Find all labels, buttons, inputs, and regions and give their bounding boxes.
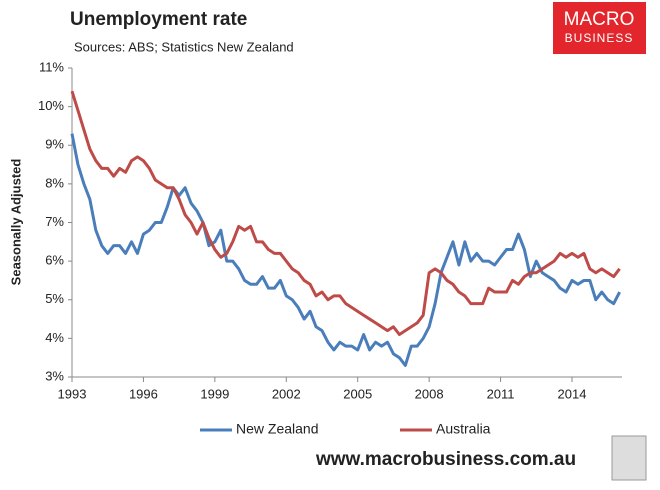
- y-tick-label: 10%: [38, 98, 64, 113]
- series-line: [70, 90, 621, 337]
- y-tick-label: 11%: [39, 59, 64, 74]
- legend-label: Australia: [436, 421, 491, 437]
- y-tick-label: 4%: [45, 330, 64, 345]
- x-tick-label: 1999: [200, 386, 229, 401]
- y-tick-label: 3%: [45, 368, 64, 383]
- y-tick-label: 7%: [45, 214, 64, 229]
- wolf-icon: [611, 435, 647, 481]
- x-tick-label: 2005: [343, 386, 372, 401]
- y-tick-label: 9%: [45, 137, 64, 152]
- x-tick-label: 2011: [487, 386, 515, 401]
- x-tick-label: 2014: [558, 386, 587, 401]
- chart-subtitle: Sources: ABS; Statistics New Zealand: [74, 39, 294, 54]
- y-tick-label: 6%: [45, 253, 64, 268]
- x-tick-label: 1996: [129, 386, 158, 401]
- legend-label: New Zealand: [236, 421, 319, 437]
- y-tick-label: 8%: [45, 175, 64, 190]
- logo-text: MACRO: [564, 9, 635, 30]
- footer: www.macrobusiness.com.au: [315, 449, 576, 470]
- y-tick-label: 5%: [45, 291, 64, 306]
- logo-box: [553, 2, 646, 54]
- x-tick-label: 1993: [58, 386, 87, 401]
- chart-title: Unemployment rate: [70, 9, 247, 30]
- x-tick-label: 2008: [415, 386, 444, 401]
- logo-text: BUSINESS: [565, 31, 634, 45]
- y-axis-label: Seasonally Adjusted: [8, 159, 23, 286]
- series-line: [70, 133, 621, 367]
- x-tick-label: 2002: [272, 386, 301, 401]
